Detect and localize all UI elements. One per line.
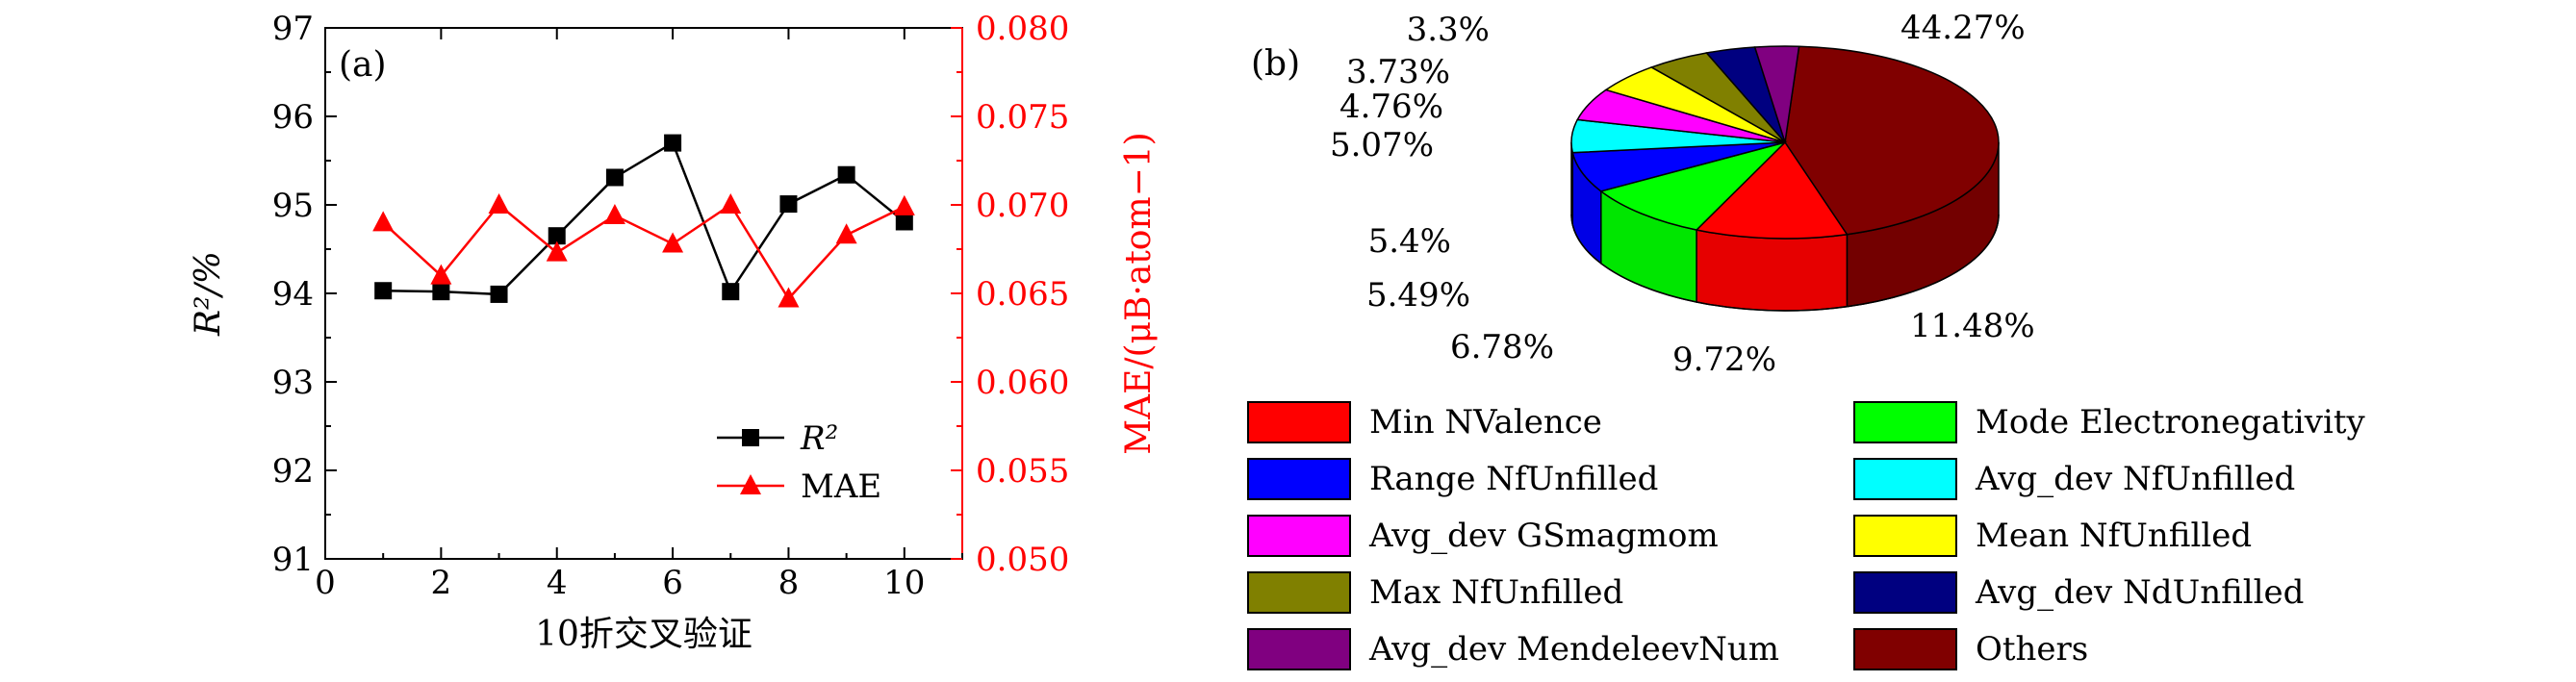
x-tick-label: 0: [315, 564, 336, 602]
legend-label: Mode Electronegativity: [1976, 403, 2366, 442]
left-y-tick-label: 91: [272, 541, 314, 579]
x-axis-label: 10折交叉验证: [535, 615, 752, 654]
pie-slice: [1695, 140, 1849, 240]
right-y-tick-label: 0.070: [976, 187, 1069, 225]
series-point: [605, 168, 624, 187]
legend-label: Mean NfUnfilled: [1976, 517, 2252, 555]
pie-percent-label: 44.27%: [1900, 9, 2026, 47]
x-tick-label: 4: [547, 564, 568, 602]
pie-percent-label: 5.4%: [1368, 222, 1451, 261]
legend-swatch: [1247, 401, 1351, 443]
pie-side-walls: [1570, 141, 2000, 312]
pie-percent-label: 5.07%: [1330, 126, 1434, 164]
pie-percent-label: 6.78%: [1450, 328, 1554, 366]
series-point: [835, 223, 857, 244]
legend-swatch: [1247, 515, 1351, 557]
series-point: [837, 165, 855, 184]
left-y-tick-label: 93: [272, 364, 314, 402]
line-chart-panel: 0 2 4 6 8 10 91 92 93 94 95 96 97 0.050 0.055 0.060 0.06…: [189, 10, 1159, 654]
left-y-axis-label: R²/%: [189, 251, 228, 337]
legend-swatch: [1853, 458, 1957, 500]
legend-swatch: [1247, 571, 1351, 614]
series-point: [490, 285, 508, 303]
pie-percent-label: 3.3%: [1407, 11, 1490, 49]
series-point: [546, 240, 568, 262]
legend-marker: [742, 429, 759, 446]
legend-swatch: [1853, 515, 1957, 557]
right-y-tick-label: 0.050: [976, 541, 1069, 579]
legend-label: Avg_dev GSmagmom: [1368, 517, 1719, 555]
pie-slice: [1753, 45, 1800, 143]
legend-marker: [740, 474, 761, 494]
pie-percent-label: 4.76%: [1339, 88, 1443, 126]
legend-label: MAE: [801, 467, 881, 506]
series-point: [372, 211, 395, 232]
pie-legend: Min NValence Mode Electronegativity Range …: [1247, 401, 2366, 670]
series-point: [779, 195, 798, 214]
left-y-tick-label: 95: [272, 187, 314, 225]
series-line: [383, 140, 905, 296]
series-point: [895, 213, 913, 231]
series-point: [720, 193, 742, 214]
legend-swatch: [1247, 458, 1351, 500]
left-y-tick-label: 96: [272, 98, 314, 137]
legend-swatch: [1853, 401, 1957, 443]
pie-percent-label: 5.49%: [1366, 276, 1470, 315]
pie-percent-label: 3.73%: [1346, 53, 1450, 91]
legend-label: Max NfUnfilled: [1369, 573, 1623, 612]
pie-chart-panel: (b) 44.27% 11.48% 9.72% 6.78% 5.49% 5.4% 5.07%…: [1247, 9, 2366, 670]
legend-label: Range NfUnfilled: [1369, 460, 1658, 498]
series-point: [374, 282, 393, 300]
x-tick-label: 6: [662, 564, 683, 602]
x-tick-label: 8: [778, 564, 800, 602]
series-point: [722, 283, 740, 301]
pie-slice: [1784, 45, 2000, 236]
pie-side: [1696, 229, 1849, 312]
legend-label: Avg_dev NfUnfilled: [1975, 460, 2295, 498]
series-group: [372, 134, 915, 308]
pie-percent-label: 11.48%: [1910, 307, 2035, 345]
legend-swatch: [1853, 571, 1957, 614]
pie-bottom-edge: [1570, 214, 2000, 312]
series-point: [548, 227, 566, 245]
left-y-tick-label: 92: [272, 452, 314, 491]
pie-percent-label: 9.72%: [1672, 341, 1776, 379]
left-y-tick-label: 97: [272, 10, 314, 48]
legend-label: Avg_dev MendeleevNum: [1368, 630, 1779, 669]
series-point: [603, 204, 625, 225]
series-point: [893, 194, 915, 215]
x-tick-label: 10: [883, 564, 925, 602]
x-tick-label: 2: [431, 564, 452, 602]
series-line: [382, 203, 905, 301]
pie-percent-labels: 44.27% 11.48% 9.72% 6.78% 5.49% 5.4% 5.07%4.76…: [1330, 9, 2035, 379]
series-point: [664, 134, 682, 152]
left-y-tick-label: 94: [272, 275, 314, 314]
right-y-tick-label: 0.055: [976, 452, 1069, 491]
series-point: [662, 232, 684, 253]
panel-label-b: (b): [1251, 44, 1300, 84]
legend-swatch: [1247, 628, 1351, 670]
legend-label: Others: [1976, 630, 2088, 669]
right-y-tick-label: 0.060: [976, 364, 1069, 402]
legend-label: Min NValence: [1369, 403, 1602, 442]
legend-label: R²: [800, 419, 838, 458]
series-point: [432, 283, 450, 301]
legend-label: Avg_dev NdUnfilled: [1975, 573, 2304, 612]
legend: R² MAE: [717, 419, 881, 506]
pie-top: [1570, 45, 2000, 240]
series-point: [488, 193, 510, 214]
legend-swatch: [1853, 628, 1957, 670]
panel-label-a: (a): [339, 45, 387, 85]
pie-slice: [1599, 140, 1788, 231]
right-y-tick-label: 0.075: [976, 98, 1069, 137]
series-point: [778, 287, 800, 308]
right-y-tick-label: 0.065: [976, 275, 1069, 314]
axis-ticks: 0 2 4 6 8 10 91 92 93 94 95 96 97 0.050 0.055 0.060 0.06…: [272, 10, 1070, 602]
series-point: [430, 264, 452, 285]
right-y-axis-label: MAE/(μB·atom−1): [1119, 132, 1159, 454]
right-y-tick-label: 0.080: [976, 10, 1069, 48]
